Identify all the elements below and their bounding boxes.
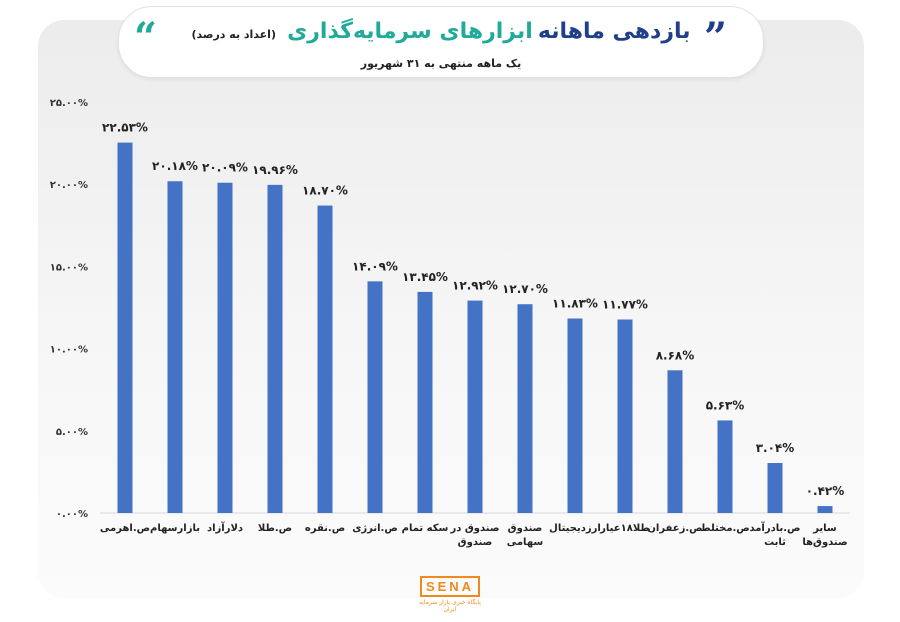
bar <box>817 506 833 513</box>
data-label: ۱۴.۰۹% <box>352 259 398 273</box>
data-label: ۱۱.۷۷% <box>602 298 648 312</box>
title-main: بازدهی ماهانه <box>537 19 691 44</box>
bar <box>717 420 733 513</box>
bar <box>667 370 683 513</box>
y-tick-label: ۲۵.۰۰% <box>50 98 88 109</box>
bar <box>217 182 233 513</box>
y-tick-label: ۰.۰۰% <box>56 509 88 520</box>
x-tick-label: ص.طلا <box>258 523 292 534</box>
quote-icon: “ <box>134 14 158 61</box>
bar <box>517 304 533 513</box>
x-tick-label: سایر صندوق‌ها <box>802 523 847 548</box>
bar <box>367 281 383 513</box>
x-tick-label: ارزدیجیتال <box>549 523 601 534</box>
data-label: ۳.۰۴% <box>756 441 795 455</box>
bar <box>167 181 183 514</box>
x-tick-label: ص.مختلط <box>700 523 750 534</box>
quote-icon: ” <box>704 14 728 61</box>
sena-logo: SENA پایگاه خبری بازار سرمایه ایران <box>412 576 488 613</box>
bar <box>117 142 133 513</box>
logo-text: SENA <box>419 576 481 597</box>
data-label: ۲۰.۰۹% <box>202 161 248 175</box>
data-label: ۲۲.۵۳% <box>102 121 148 135</box>
x-tick-label: بازارسهام <box>150 523 200 534</box>
x-tick-label: ص.زعفران <box>647 523 702 534</box>
y-tick-label: ۱۵.۰۰% <box>50 262 88 273</box>
bar <box>317 205 333 513</box>
y-tick-label: ۵.۰۰% <box>56 427 88 438</box>
logo-tagline: پایگاه خبری بازار سرمایه ایران <box>419 599 481 613</box>
data-label: ۱۸.۷۰% <box>302 184 348 198</box>
x-tick-label: طلا۱۸عیار <box>599 523 650 534</box>
bar <box>767 463 783 513</box>
data-label: ۱۲.۷۰% <box>502 282 548 296</box>
bar <box>467 300 483 513</box>
data-label: ۱۹.۹۶% <box>252 163 298 177</box>
data-label: ۰.۴۲% <box>806 484 845 498</box>
bar <box>417 291 433 513</box>
title-note: (اعداد به درصد) <box>191 28 276 41</box>
x-tick-label: ص.نقره <box>305 523 345 534</box>
x-tick-label: سکه تمام <box>402 523 449 534</box>
x-tick-label: صندوق در صندوق <box>449 523 499 548</box>
title-banner: بازدهی ماهانه ابزارهای سرمایه‌گذاری (اعد… <box>118 6 764 78</box>
chart-subtitle: یک ماهه منتهی به ۳۱ شهریور <box>360 57 522 70</box>
data-label: ۲۰.۱۸% <box>152 159 198 173</box>
y-tick-label: ۲۰.۰۰% <box>50 180 88 191</box>
data-label: ۸.۶۸% <box>656 348 695 362</box>
bar <box>567 318 583 513</box>
data-label: ۱۱.۸۳% <box>552 297 598 311</box>
data-label: ۵.۶۳% <box>706 398 745 412</box>
data-label: ۱۲.۹۲% <box>452 279 498 293</box>
y-tick-label: ۱۰.۰۰% <box>50 345 88 356</box>
bar <box>617 319 633 513</box>
bar <box>267 184 283 513</box>
x-tick-label: ص.بادرآمد ثابت <box>749 521 800 548</box>
x-tick-label: دلارآزاد <box>207 521 243 534</box>
x-tick-label: ص.انرژی <box>352 523 398 534</box>
title-accent: ابزارهای سرمایه‌گذاری <box>287 19 533 44</box>
data-label: ۱۳.۴۵% <box>402 270 448 284</box>
x-tick-label: صندوق سهامی <box>507 523 544 548</box>
chart-title: بازدهی ماهانه ابزارهای سرمایه‌گذاری (اعد… <box>119 19 763 44</box>
x-tick-label: ص.اهرمی <box>100 523 150 534</box>
